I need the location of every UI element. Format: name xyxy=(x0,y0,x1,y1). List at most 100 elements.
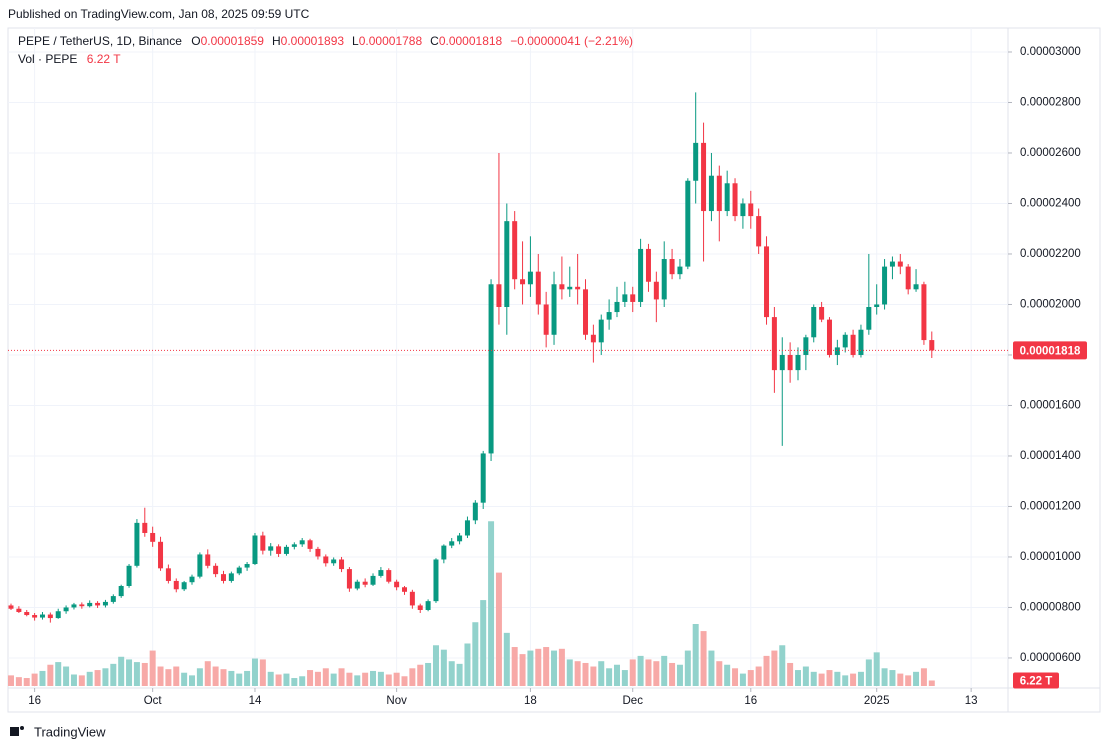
y-tick-label: 0.00001400 xyxy=(1020,450,1081,462)
volume-bar xyxy=(165,669,172,686)
candle-body xyxy=(268,546,274,551)
volume-bar xyxy=(818,673,825,686)
candle-body xyxy=(764,246,770,318)
symbol-title: PEPE / TetherUS, 1D, Binance xyxy=(18,34,182,48)
volume-bar xyxy=(661,655,668,686)
volume-bar xyxy=(495,572,502,686)
volume-bar xyxy=(684,650,691,686)
volume-bar xyxy=(377,671,384,686)
candle-body xyxy=(47,614,53,619)
candle-body xyxy=(850,334,856,355)
x-tick-label: 13 xyxy=(965,695,978,707)
volume-bar xyxy=(126,659,133,686)
candle-body xyxy=(795,354,801,371)
candle-body xyxy=(543,304,549,335)
volume-bar xyxy=(31,673,38,686)
candle-body xyxy=(779,354,785,371)
volume-bar xyxy=(519,654,526,686)
candle-body xyxy=(496,284,502,307)
candle-body xyxy=(606,312,612,320)
y-tick-label: 0.00002600 xyxy=(1020,147,1081,159)
volume-bar xyxy=(63,666,70,686)
volume-bar xyxy=(472,622,479,686)
candle-body xyxy=(291,544,297,547)
candle-body xyxy=(362,581,368,585)
volume-bar xyxy=(598,661,605,686)
volume-bar xyxy=(70,674,77,686)
candle-body xyxy=(622,294,628,302)
candle-body xyxy=(244,564,250,568)
volume-bar xyxy=(393,672,400,686)
candle-body xyxy=(905,266,911,290)
ohlc-name: O xyxy=(191,34,201,48)
volume-bar xyxy=(795,670,801,686)
candle-body xyxy=(315,548,321,557)
candle-body xyxy=(488,284,494,454)
volume-bar xyxy=(362,672,369,686)
volume-bar xyxy=(283,673,290,686)
volume-bar xyxy=(236,673,243,686)
ohlc-name: H xyxy=(271,34,281,48)
volume-bar xyxy=(637,655,644,686)
candle-body xyxy=(897,261,903,267)
candle-body xyxy=(575,286,581,290)
candle-body xyxy=(252,535,258,565)
candle-body xyxy=(181,582,187,590)
volume-bar xyxy=(676,664,683,686)
candle-body xyxy=(354,581,360,589)
y-tick-label: 0.00001600 xyxy=(1020,399,1081,411)
volume-bar xyxy=(551,650,558,686)
volume-bar xyxy=(763,655,770,686)
candle-body xyxy=(95,602,101,606)
candle-body xyxy=(803,337,809,355)
last-price-label: 0.00001818 xyxy=(1020,345,1081,357)
candle-body xyxy=(205,554,211,566)
volume-bar xyxy=(267,671,274,686)
candle-body xyxy=(551,284,557,335)
volume-bar xyxy=(346,672,353,686)
candle-body xyxy=(228,573,234,581)
candle-body xyxy=(110,596,116,602)
candle-body xyxy=(402,587,407,592)
volume-bar xyxy=(149,650,156,686)
volume-name: Vol · PEPE xyxy=(18,52,78,66)
y-tick-label: 0.00002200 xyxy=(1020,248,1081,260)
candle-body xyxy=(331,559,337,564)
candle-body xyxy=(866,306,872,330)
volume-bar xyxy=(566,659,573,686)
candle-body xyxy=(559,284,565,290)
candle-body xyxy=(535,271,541,305)
candle-body xyxy=(811,306,817,338)
last-volume-badge xyxy=(1013,672,1059,689)
candle-body xyxy=(590,334,596,343)
candle-body xyxy=(299,540,305,545)
candle-body xyxy=(425,601,431,610)
x-tick-label: 16 xyxy=(28,695,41,707)
volume-bar xyxy=(535,648,542,686)
volume-bar xyxy=(55,662,62,686)
candle-body xyxy=(685,180,691,267)
volume-bar xyxy=(409,668,416,686)
volume-header: Vol · PEPE 6.22 T xyxy=(18,52,123,66)
candle-body xyxy=(457,535,463,542)
volume-bar xyxy=(322,668,329,686)
volume-bar xyxy=(692,624,699,686)
candle-body xyxy=(512,221,518,280)
volume-bar xyxy=(354,675,361,686)
candle-body xyxy=(276,546,282,554)
candle-body xyxy=(118,585,124,597)
candle-body xyxy=(346,569,352,589)
candle-body xyxy=(819,306,825,320)
y-tick-label: 0.00000800 xyxy=(1020,601,1081,613)
volume-bar xyxy=(629,659,636,686)
candle-body xyxy=(638,248,644,302)
candle-body xyxy=(197,554,203,577)
candle-body xyxy=(724,183,730,212)
volume-bar xyxy=(842,675,849,686)
candle-body xyxy=(283,546,289,554)
volume-bar xyxy=(558,648,565,686)
grid xyxy=(8,28,1008,688)
y-tick-label: 0.00001000 xyxy=(1020,551,1081,563)
volume-bar xyxy=(700,631,707,686)
